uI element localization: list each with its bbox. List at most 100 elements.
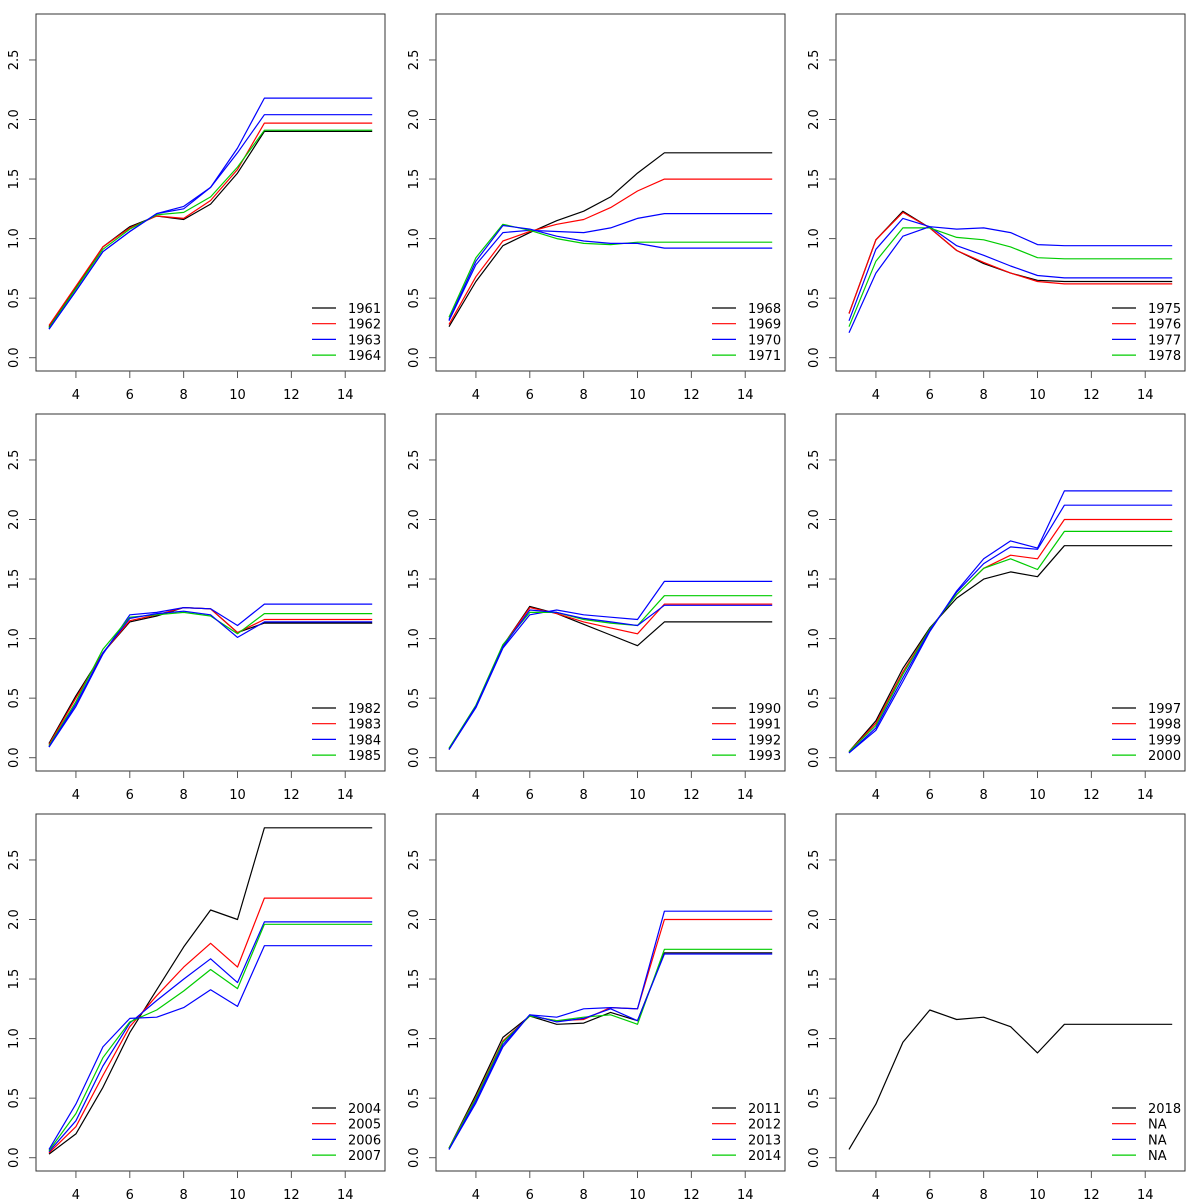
chart-panel-2: 0.0 0.5 1.0 1.5 2.0 2.5 4 6 8 10 12 14 1968196919701…	[407, 13, 786, 400]
legend-label: NA	[1148, 1133, 1167, 1148]
y-tick-label: 1.5	[7, 569, 22, 590]
x-tick-label: 8	[180, 1188, 188, 1200]
y-tick-label: 0.0	[407, 347, 422, 368]
y-tick-label: 2.0	[407, 109, 422, 130]
y-tick-label: 0.0	[407, 1147, 422, 1168]
plot-frame	[35, 13, 386, 372]
y-tick-label: 2.5	[807, 450, 822, 471]
legend-label: 1975	[1148, 302, 1181, 317]
series-line-1991	[448, 603, 773, 750]
legend-label: 1961	[348, 302, 381, 317]
y-tick-label: 1.5	[7, 969, 22, 990]
x-tick-label: 12	[683, 388, 700, 400]
series-line-1963	[48, 97, 373, 330]
x-tick-label: 12	[283, 788, 300, 800]
x-tick-label: 14	[337, 1188, 354, 1200]
x-tick-label: 10	[629, 788, 646, 800]
series-line-1998	[848, 518, 1173, 753]
legend-label: 2007	[348, 1149, 381, 1164]
x-tick-label: 14	[737, 388, 754, 400]
x-tick-label: 4	[72, 788, 80, 800]
x-tick-label: 14	[1137, 388, 1154, 400]
y-tick-label: 2.0	[7, 509, 22, 530]
x-tick-label: 14	[337, 388, 354, 400]
series-line-extra-4	[48, 610, 373, 748]
x-tick-label: 8	[580, 788, 588, 800]
x-tick-label: 14	[737, 1188, 754, 1200]
chart-panel-6: 0.0 0.5 1.0 1.5 2.0 2.5 4 6 8 10 12 14 1997199819992…	[807, 413, 1186, 800]
plot-frame	[35, 413, 386, 772]
x-tick-label: 12	[283, 388, 300, 400]
y-tick-label: 1.0	[7, 228, 22, 249]
legend-label: 1976	[1148, 318, 1181, 333]
plot-frame	[435, 13, 786, 372]
x-tick-label: 10	[229, 388, 246, 400]
x-tick-label: 12	[683, 1188, 700, 1200]
y-tick-label: 2.5	[407, 450, 422, 471]
plot-frame	[35, 813, 386, 1172]
y-tick-label: 0.0	[807, 747, 822, 768]
plot-frame	[435, 813, 786, 1172]
x-tick-label: 6	[126, 1188, 134, 1200]
y-tick-label: 1.0	[407, 228, 422, 249]
y-tick-label: 2.0	[7, 909, 22, 930]
y-tick-label: 0.0	[807, 347, 822, 368]
x-tick-label: 10	[229, 788, 246, 800]
series-line-2018	[848, 1009, 1173, 1150]
x-tick-label: 4	[872, 1188, 880, 1200]
legend-label: 1983	[348, 718, 381, 733]
y-tick-label: 2.5	[7, 50, 22, 71]
x-tick-label: 12	[683, 788, 700, 800]
y-tick-label: 0.5	[807, 288, 822, 309]
y-tick-label: 1.5	[807, 969, 822, 990]
x-tick-label: 8	[580, 388, 588, 400]
y-tick-label: 2.5	[407, 850, 422, 871]
x-tick-label: 10	[1029, 788, 1046, 800]
x-tick-label: 6	[526, 1188, 534, 1200]
series-line-1978	[848, 227, 1173, 327]
y-tick-label: 2.5	[7, 450, 22, 471]
legend-label: 2005	[348, 1118, 381, 1133]
x-tick-label: 10	[629, 388, 646, 400]
legend-label: 1982	[348, 702, 381, 717]
x-tick-label: 14	[337, 788, 354, 800]
x-tick-label: 8	[980, 788, 988, 800]
y-tick-label: 2.5	[807, 850, 822, 871]
plot-frame	[835, 813, 1186, 1172]
series-line-extra-4	[48, 945, 373, 1150]
legend-label: 2013	[748, 1133, 781, 1148]
legend-label: 1971	[748, 349, 781, 364]
series-line-1975	[848, 210, 1173, 314]
y-tick-label: 0.5	[407, 1088, 422, 1109]
y-tick-label: 0.5	[807, 688, 822, 709]
series-line-extra-4	[448, 604, 773, 750]
y-tick-label: 1.0	[807, 628, 822, 649]
series-line-2005	[48, 897, 373, 1154]
x-tick-label: 12	[1083, 388, 1100, 400]
x-tick-label: 10	[1029, 1188, 1046, 1200]
y-tick-label: 0.0	[407, 747, 422, 768]
y-tick-label: 1.5	[7, 169, 22, 190]
y-tick-label: 1.0	[807, 228, 822, 249]
y-tick-label: 0.0	[7, 1147, 22, 1168]
series-line-extra-4	[448, 953, 773, 1150]
chart-panel-4: 0.0 0.5 1.0 1.5 2.0 2.5 4 6 8 10 12 14 1982198319841…	[7, 413, 386, 800]
y-tick-label: 2.0	[807, 109, 822, 130]
y-tick-label: 1.0	[407, 1028, 422, 1049]
y-tick-label: 0.0	[807, 1147, 822, 1168]
series-line-1999	[848, 490, 1173, 754]
series-line-1985	[48, 611, 373, 747]
x-tick-label: 6	[926, 788, 934, 800]
y-tick-label: 0.0	[7, 347, 22, 368]
x-tick-label: 4	[872, 788, 880, 800]
x-tick-label: 4	[72, 388, 80, 400]
chart-panel-8: 0.0 0.5 1.0 1.5 2.0 2.5 4 6 8 10 12 14 2011201220132…	[407, 813, 786, 1200]
legend-label: 1969	[748, 318, 781, 333]
series-line-2006	[48, 921, 373, 1153]
series-line-1982	[48, 607, 373, 744]
chart-panel-1: 0.0 0.5 1.0 1.5 2.0 2.5 4 6 8 10 12 14 1961196219631…	[7, 13, 386, 400]
series-line-1968	[448, 152, 773, 328]
y-tick-label: 2.0	[407, 909, 422, 930]
series-line-2007	[48, 923, 373, 1151]
plot-frame	[435, 413, 786, 772]
